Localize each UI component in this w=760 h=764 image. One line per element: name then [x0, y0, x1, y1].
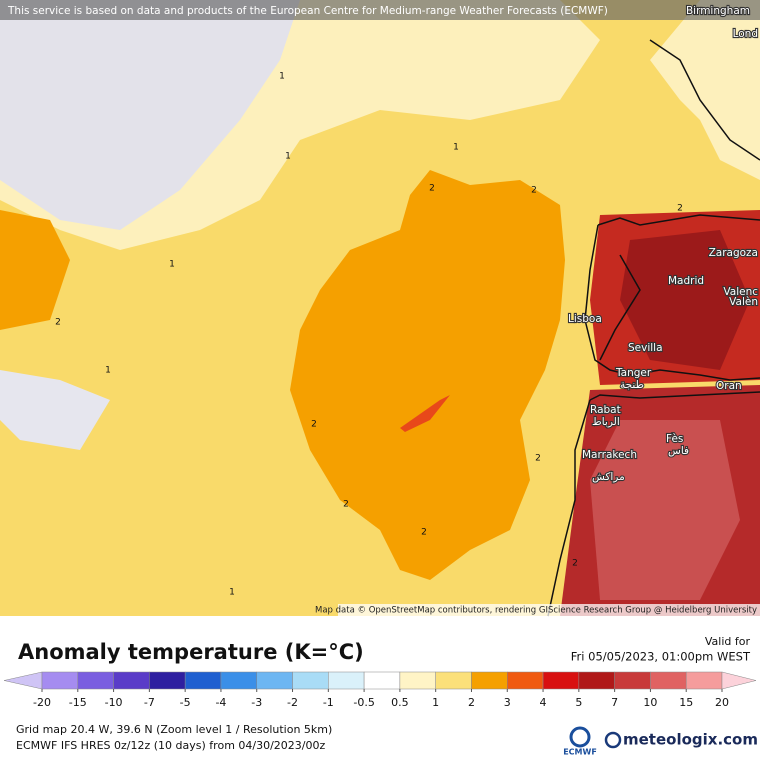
colorbar-tick-label: 20: [715, 696, 729, 709]
colorbar-tick-label: -1: [323, 696, 334, 709]
coastline: [547, 39, 760, 617]
colorbar-tick-label: 1: [432, 696, 439, 709]
contour-label: 1: [105, 366, 111, 376]
model-info: ECMWF IFS HRES 0z/12z (10 days) from 04/…: [16, 739, 326, 752]
land-pale: [650, 0, 760, 180]
colorbar-tick-label: -0.5: [353, 696, 374, 709]
city-label: Sevilla: [628, 342, 663, 354]
colorbar-segment: [685, 671, 723, 690]
city-label: Valenc: [723, 286, 758, 298]
colorbar-tick-label: -7: [144, 696, 155, 709]
colorbar-tick-label: 15: [679, 696, 693, 709]
colorbar-tick-label: -10: [105, 696, 123, 709]
map: [0, 0, 760, 617]
city-label: الرباط: [592, 416, 620, 428]
colorbar-tick-label: 2: [468, 696, 475, 709]
orange-area: [290, 170, 565, 580]
grid-info: Grid map 20.4 W, 39.6 N (Zoom level 1 / …: [16, 723, 332, 736]
colorbar-tick-label: -5: [180, 696, 191, 709]
colorbar-segment: [542, 671, 580, 690]
colorbar-tick-label: 10: [643, 696, 657, 709]
colorbar-tick-label: -20: [33, 696, 51, 709]
contour-label: 2: [572, 559, 578, 569]
city-label: Valèn: [729, 296, 758, 308]
land-anomaly: [590, 420, 740, 600]
colorbar-segment: [220, 671, 257, 690]
colorbar-tick-label: 3: [504, 696, 511, 709]
contour-label: 2: [677, 204, 683, 214]
city-label: Lisboa: [568, 313, 602, 325]
city-label: Oran: [716, 380, 742, 392]
attribution: Map data © OpenStreetMap contributors, r…: [315, 606, 757, 616]
colorbar-segment: [184, 671, 222, 690]
city-label: Marrakech: [582, 449, 637, 461]
colorbar-segment: [578, 671, 615, 690]
colorbar-end: [721, 671, 757, 690]
colorbar-segment: [363, 671, 401, 690]
city-label: Tanger: [615, 367, 652, 379]
colorbar-segment: [471, 671, 508, 690]
colorbar-segment: [292, 671, 329, 690]
contour-label: 2: [531, 186, 537, 196]
city-label: طنجة: [620, 379, 644, 391]
contour-label: 2: [311, 420, 317, 430]
ecmwf-text: ECMWF: [563, 748, 597, 757]
colorbar-tick-label: -3: [251, 696, 262, 709]
colorbar-segment: [41, 671, 79, 690]
colorbar-tick-label: -4: [215, 696, 226, 709]
contour-label: 1: [169, 260, 175, 270]
city-label: Zaragoza: [709, 247, 758, 259]
colorbar-segment: [435, 671, 472, 690]
contour-label: 2: [55, 318, 61, 328]
colorbar-segment: [256, 671, 293, 690]
warm-spot: [400, 395, 450, 432]
colorbar-tick-label: 7: [611, 696, 618, 709]
land-anomaly: [620, 230, 750, 370]
colorbar-tick-label: -2: [287, 696, 298, 709]
colorbar-segment: [149, 671, 186, 690]
contour-label: 2: [343, 500, 349, 510]
grey-area: [0, 0, 300, 230]
colorbar-segment: [399, 671, 436, 690]
colorbar-end: [3, 671, 43, 690]
colorbar-segment: [650, 671, 687, 690]
city-label: فاس: [668, 445, 689, 457]
colorbar-tick-label: 0.5: [391, 696, 409, 709]
valid-label: Valid for: [705, 635, 751, 648]
contour-label: 1: [279, 72, 285, 82]
colorbar-segment: [614, 671, 651, 690]
attribution-bg: [338, 604, 760, 616]
brand-logo: [604, 731, 622, 749]
contour-label: 2: [421, 528, 427, 538]
colorbar-tick-label: 5: [575, 696, 582, 709]
city-label: Lond: [733, 28, 758, 40]
contour-label: 1: [285, 152, 291, 162]
colorbar-tick-label: -15: [69, 696, 87, 709]
colorbar-segment: [77, 671, 114, 690]
colorbar-segment: [328, 671, 365, 690]
colorbar: -20 -15 -10 -7 -5 -4 -3 -2 -1 -0.5 0.5 1 2 3 4 5 7 10 15 20: [3, 671, 757, 709]
legend-title: Anomaly temperature (K=°C): [18, 640, 364, 664]
city-label: Rabat: [590, 404, 621, 416]
city-label: Fès: [666, 433, 683, 445]
valid-time: Fri 05/05/2023, 01:00pm WEST: [571, 650, 751, 664]
grey-area: [0, 370, 110, 450]
banner: This service is based on data and produc…: [7, 5, 608, 17]
brand: meteologix.com: [623, 731, 758, 749]
colorbar-segment: [507, 671, 544, 690]
contour-label: 2: [429, 184, 435, 194]
city-label: مراكش: [592, 471, 625, 483]
city-label: Madrid: [668, 275, 704, 287]
contour-label: 1: [229, 588, 235, 598]
contour-label: 2: [535, 454, 541, 464]
contour-label: 1: [453, 143, 459, 153]
banner-bg: [0, 0, 760, 20]
city-label: Birmingham: [686, 5, 750, 17]
ecmwf-logo: [569, 726, 591, 748]
colorbar-tick-label: 4: [540, 696, 547, 709]
orange-area: [0, 210, 70, 330]
colorbar-segment: [113, 671, 150, 690]
